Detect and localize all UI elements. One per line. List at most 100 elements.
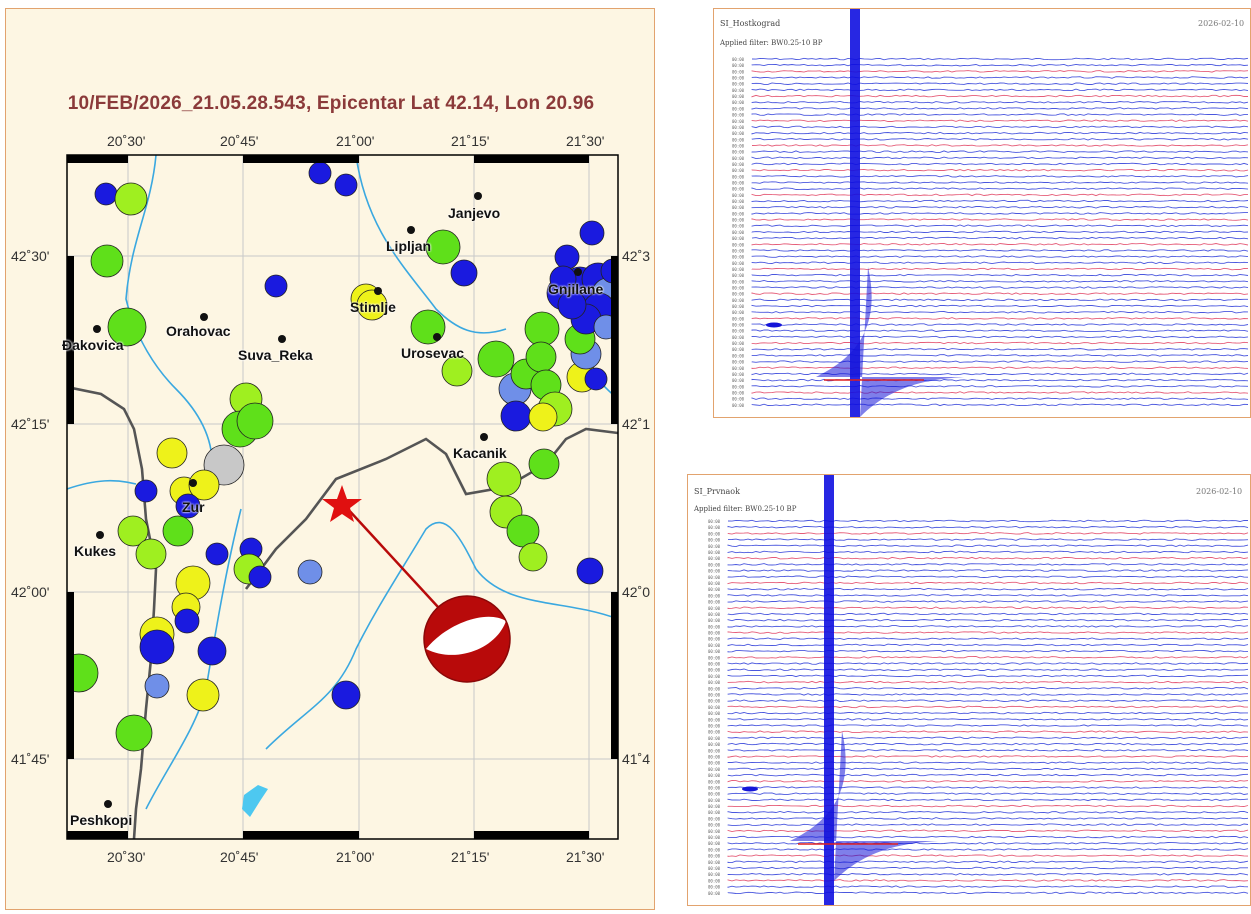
earthquake-marker <box>584 367 608 391</box>
seismic-trace <box>751 298 1248 302</box>
trace-time-label: 00:00 <box>732 137 745 142</box>
seismic-trace <box>727 810 1249 814</box>
earthquake-marker <box>500 400 532 432</box>
trace-time-label: 00:00 <box>732 106 745 111</box>
seismic-trace <box>727 841 1249 845</box>
trace-time-label: 00:00 <box>732 353 745 358</box>
seismic-trace <box>727 625 1249 628</box>
trace-time-label: 00:00 <box>732 76 745 81</box>
trace-time-label: 00:00 <box>732 273 745 278</box>
trace-time-label: 00:00 <box>708 575 721 580</box>
tick-bottom-3: 21˚00' <box>336 849 375 865</box>
tick-bottom-1: 20˚30' <box>107 849 146 865</box>
earthquake-marker <box>557 290 587 320</box>
trace-time-label: 00:00 <box>708 742 721 747</box>
seismic-trace <box>727 612 1249 616</box>
seismogram-panel-1: SI_Hostkograd Applied filter: BW0.25-10 … <box>713 8 1251 418</box>
trace-time-label: 00:00 <box>708 519 721 524</box>
trace-time-label: 00:00 <box>732 335 745 340</box>
tick-right-4: 41˚4 <box>622 751 651 767</box>
seismic-trace <box>751 113 1249 116</box>
seismogram-filter-1: Applied filter: BW0.25-10 BP <box>720 39 823 47</box>
trace-time-label: 00:00 <box>708 538 721 543</box>
earthquake-marker <box>248 565 272 589</box>
seismic-trace <box>751 292 1249 295</box>
trace-time-label: 00:00 <box>732 316 745 321</box>
map-frame <box>66 154 619 840</box>
seismic-trace <box>751 181 1249 184</box>
country-border <box>67 385 618 839</box>
trace-time-label: 00:00 <box>708 618 721 623</box>
seismic-trace <box>751 224 1249 227</box>
earthquake-markers <box>67 161 618 752</box>
trace-time-label: 00:00 <box>708 847 721 852</box>
trace-time-label: 00:00 <box>708 674 721 679</box>
seismic-trace <box>751 138 1249 141</box>
seismic-trace <box>727 556 1249 560</box>
seismic-trace <box>727 656 1249 659</box>
trace-time-label: 00:00 <box>708 686 721 691</box>
seismic-trace <box>751 267 1249 271</box>
seismic-trace <box>727 519 1249 523</box>
seismic-trace <box>727 569 1249 572</box>
seismic-trace <box>751 100 1249 104</box>
seismic-trace <box>751 156 1249 160</box>
seismic-trace <box>751 107 1249 110</box>
trace-time-label: 00:00 <box>708 816 721 821</box>
trace-time-label: 00:00 <box>732 119 745 124</box>
city-suva-reka: Suva_Reka <box>238 347 313 363</box>
seismic-trace <box>727 699 1248 702</box>
seismic-trace <box>751 193 1249 197</box>
seismic-trace <box>727 724 1248 727</box>
seismic-trace <box>727 662 1249 665</box>
seismic-trace <box>727 705 1249 709</box>
seismic-trace <box>727 780 1249 783</box>
seismic-trace <box>751 82 1249 85</box>
trace-time-label: 00:00 <box>732 236 745 241</box>
earthquake-marker <box>134 479 158 503</box>
trace-time-label: 00:00 <box>708 891 721 896</box>
earthquake-marker <box>67 653 99 693</box>
seismic-trace <box>751 94 1248 98</box>
seismic-trace <box>751 168 1249 172</box>
earthquake-marker <box>334 173 358 197</box>
earthquake-marker <box>524 311 560 347</box>
star-icon <box>322 485 362 522</box>
trace-time-label: 00:00 <box>708 717 721 722</box>
trace-time-label: 00:00 <box>732 69 745 74</box>
seismic-trace <box>751 249 1249 252</box>
seismic-trace <box>727 718 1249 721</box>
seismic-trace <box>751 261 1249 265</box>
seismic-trace <box>727 563 1249 566</box>
tick-right-1: 42˚3 <box>622 248 651 264</box>
seismic-trace <box>727 631 1249 634</box>
seismogram-filter-2: Applied filter: BW0.25-10 BP <box>694 505 797 513</box>
tick-right-2: 42˚1 <box>622 416 651 432</box>
earthquake-marker <box>579 220 605 246</box>
city-zur: Zur <box>182 499 205 515</box>
seismic-trace <box>751 360 1249 363</box>
trace-time-label: 00:00 <box>732 384 745 389</box>
trace-time-label: 00:00 <box>732 323 745 328</box>
seismic-trace <box>727 872 1249 876</box>
seismic-trace <box>727 532 1249 535</box>
trace-time-label: 00:00 <box>732 100 745 105</box>
seismogram-station-1: SI_Hostkograd <box>720 19 781 28</box>
tick-bottom-2: 20˚45' <box>220 849 259 865</box>
trace-time-label: 00:00 <box>708 587 721 592</box>
seismogram-panel-2: SI_Prvnaok Applied filter: BW0.25-10 BP … <box>687 474 1251 906</box>
city-janjevo: Janjevo <box>448 205 501 221</box>
earthquake-marker <box>117 515 149 547</box>
lake <box>242 785 268 817</box>
trace-time-label: 00:00 <box>732 88 745 93</box>
tick-left-1: 42˚30' <box>11 248 50 264</box>
seismic-trace <box>727 798 1249 802</box>
trace-time-label: 00:00 <box>708 792 721 797</box>
city-urosevac: Urosevac <box>401 345 465 361</box>
city-lipljan: Lipljan <box>386 238 432 254</box>
seismic-trace <box>727 891 1249 895</box>
seismic-trace <box>727 885 1249 888</box>
trace-time-label: 00:00 <box>708 544 721 549</box>
trace-time-label: 00:00 <box>732 113 745 118</box>
trace-time-label: 00:00 <box>732 125 745 130</box>
